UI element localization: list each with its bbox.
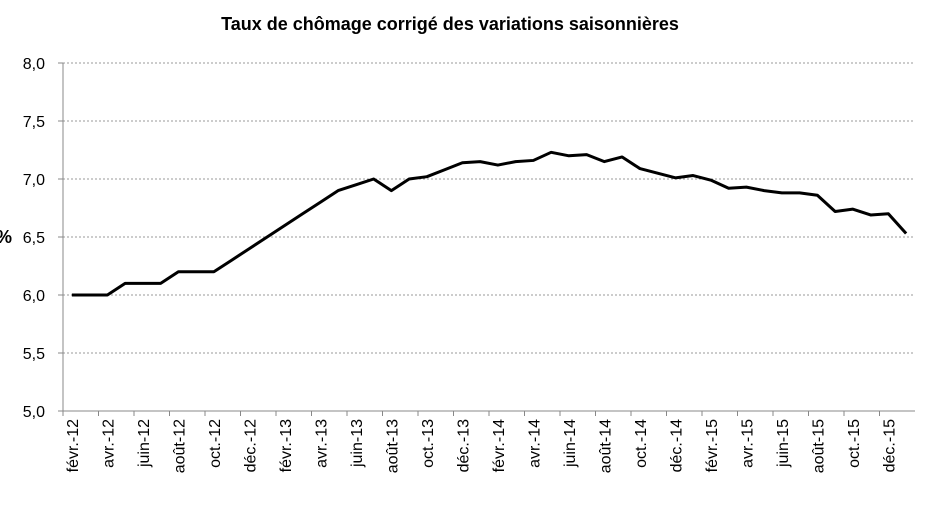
y-tick-label: 5,5 <box>23 346 45 363</box>
x-tick-label: oct.-12 <box>207 419 224 468</box>
y-tick-label: 5,0 <box>23 404 45 421</box>
x-tick-label: févr.-14 <box>491 419 508 472</box>
x-tick-label: oct.-14 <box>633 419 650 468</box>
y-tick-label: 6,5 <box>23 230 45 247</box>
chart-title: Taux de chômage corrigé des variations s… <box>221 14 679 34</box>
x-tick-label: juin-12 <box>136 419 153 468</box>
x-tick-label: oct.-15 <box>846 419 863 468</box>
y-tick-label: 6,0 <box>23 288 45 305</box>
x-tick-label: oct.-13 <box>420 419 437 468</box>
x-tick-label: déc.-15 <box>881 419 898 472</box>
y-tick-label: 7,0 <box>23 172 45 189</box>
x-tick-label: août-15 <box>810 419 827 473</box>
data-line <box>71 150 908 297</box>
x-tick-label: juin-13 <box>349 419 366 468</box>
x-tick-label: déc.-13 <box>455 419 472 472</box>
x-tick-label: févr.-12 <box>65 419 82 472</box>
x-tick-label: déc.-14 <box>668 419 685 472</box>
x-tick-label: avr.-15 <box>739 419 756 468</box>
x-tick-label: août-13 <box>384 419 401 473</box>
x-tick-label: avr.-14 <box>526 419 543 468</box>
x-tick-label: avr.-12 <box>100 419 117 468</box>
y-axis-label: % <box>0 227 12 247</box>
y-tick-label: 8,0 <box>23 56 45 73</box>
x-tick-label: août-12 <box>171 419 188 473</box>
x-tick-label: août-14 <box>597 419 614 473</box>
x-tick-label: déc.-12 <box>242 419 259 472</box>
x-tick-label: avr.-13 <box>313 419 330 468</box>
x-tick-label: févr.-15 <box>704 419 721 472</box>
y-tick-label: 7,5 <box>23 114 45 131</box>
x-tick-label: févr.-13 <box>278 419 295 472</box>
x-tick-label: juin-14 <box>562 419 579 468</box>
x-tick-label: juin-15 <box>775 419 792 468</box>
